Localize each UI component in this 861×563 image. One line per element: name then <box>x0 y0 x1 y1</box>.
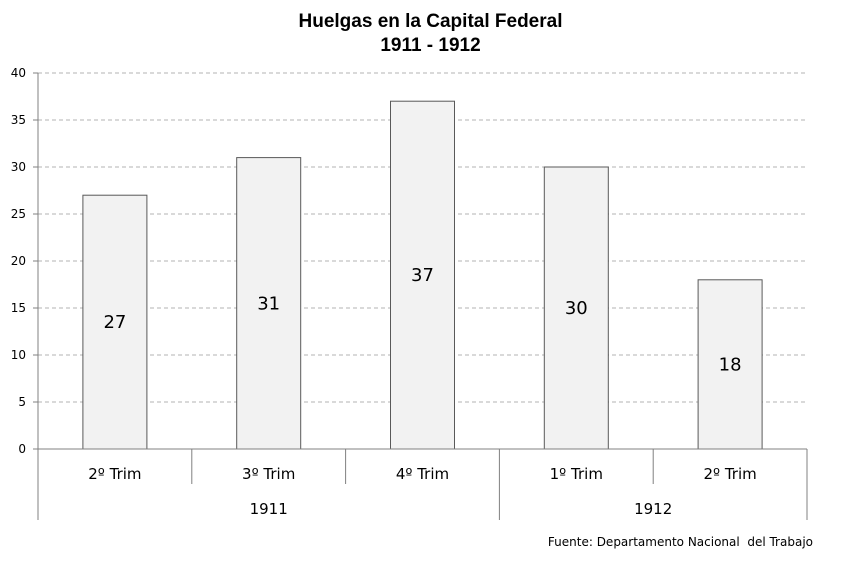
x-tick-label: 2º Trim <box>703 465 756 483</box>
data-label: 30 <box>565 298 588 319</box>
y-tick-label: 0 <box>18 442 26 456</box>
data-label: 31 <box>257 293 280 314</box>
bar <box>697 279 763 450</box>
bar <box>543 166 609 450</box>
x-tick-label: 2º Trim <box>88 465 141 483</box>
y-tick-label: 35 <box>11 113 26 127</box>
x-tick-label: 1º Trim <box>550 465 603 483</box>
y-tick-label: 10 <box>11 348 26 362</box>
data-label: 18 <box>719 354 742 375</box>
x-tick-label: 3º Trim <box>242 465 295 483</box>
y-tick-label: 30 <box>11 160 26 174</box>
data-label: 37 <box>411 265 434 286</box>
x-tick-label: 4º Trim <box>396 465 449 483</box>
y-tick-label: 5 <box>18 395 26 409</box>
source-note: Fuente: Departamento Nacional del Trabaj… <box>547 535 813 549</box>
group-label: 1912 <box>634 500 672 518</box>
y-tick-label: 20 <box>11 254 26 268</box>
group-label: 1911 <box>250 500 288 518</box>
chart-title: Huelgas en la Capital Federal <box>298 11 563 32</box>
y-tick-label: 15 <box>11 301 26 315</box>
data-label: 27 <box>103 312 126 333</box>
chart-subtitle: 1911 - 1912 <box>380 35 481 56</box>
y-tick-label: 40 <box>11 66 26 80</box>
y-tick-label: 25 <box>11 207 26 221</box>
